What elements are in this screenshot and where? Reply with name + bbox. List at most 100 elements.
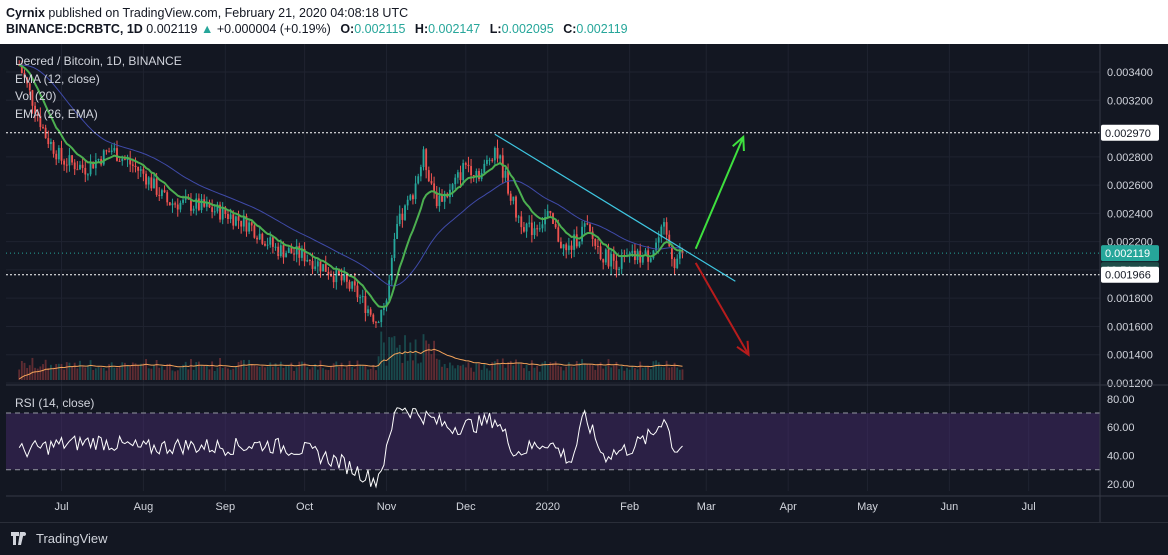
- volume-bar: [401, 362, 404, 380]
- candle-body: [488, 159, 491, 161]
- candle-body: [332, 276, 335, 283]
- volume-bar: [425, 340, 428, 380]
- volume-bar: [414, 339, 417, 380]
- candle-body: [316, 261, 319, 267]
- candle-body: [504, 170, 507, 178]
- candle-body: [234, 216, 237, 226]
- chart-legend: Decred / Bitcoin, 1D, BINANCE EMA (12, c…: [15, 53, 182, 123]
- volume-bar: [557, 365, 560, 380]
- candle-body: [195, 198, 198, 209]
- volume-bar: [573, 367, 576, 380]
- candle-body: [554, 223, 557, 228]
- volume-bar: [71, 366, 73, 380]
- candle-body: [110, 150, 113, 152]
- candle-body: [443, 193, 446, 202]
- volume-bar: [274, 363, 277, 380]
- candle-body: [277, 246, 280, 257]
- volume-bar: [63, 369, 66, 380]
- volume-bar: [417, 363, 420, 380]
- volume-bar: [47, 367, 50, 380]
- candle-body: [279, 245, 282, 257]
- x-tick-label: Oct: [296, 501, 313, 513]
- volume-bar: [224, 367, 227, 380]
- projection-arrows[interactable]: [694, 134, 750, 357]
- candle-body: [483, 163, 486, 174]
- candle-body: [271, 237, 274, 247]
- candle-body: [92, 161, 95, 169]
- candle-body: [361, 296, 364, 298]
- volume-bar: [39, 366, 42, 380]
- legend-rsi[interactable]: RSI (14, close): [15, 396, 95, 410]
- volume-bar: [42, 364, 44, 380]
- candle-body: [192, 208, 195, 211]
- candle-body: [44, 127, 47, 139]
- volume-bar: [430, 354, 433, 380]
- volume-bar: [73, 362, 76, 380]
- volume-bar: [174, 371, 177, 380]
- candle-body: [298, 245, 301, 258]
- legend-ema26[interactable]: EMA (26, EMA): [15, 106, 98, 121]
- volume-bar: [515, 359, 517, 380]
- volume-bar: [530, 360, 533, 380]
- volume-bar: [250, 364, 253, 380]
- volume-bar: [227, 368, 229, 380]
- volume-bar: [335, 361, 338, 380]
- volume-bar: [451, 365, 454, 380]
- volume-bar: [34, 367, 36, 380]
- legend-title[interactable]: Decred / Bitcoin, 1D, BINANCE: [15, 54, 182, 68]
- candle-body: [139, 169, 142, 171]
- volume-bar: [237, 362, 240, 380]
- volume-bar: [221, 368, 224, 380]
- candle-body: [184, 197, 187, 200]
- candle-body: [94, 160, 97, 169]
- candle-body: [464, 163, 467, 165]
- rsi-pane[interactable]: 20.00 40.00 60.00 80.00: [6, 394, 1135, 491]
- chart-area[interactable]: 20.00 40.00 60.00 80.00 Jul Aug Sep Oct Nov Dec 2…: [0, 44, 1168, 522]
- volume-bar: [150, 368, 153, 380]
- volume-bar: [676, 367, 679, 380]
- volume-bar: [316, 369, 319, 380]
- chart-svg[interactable]: 20.00 40.00 60.00 80.00 Jul Aug Sep Oct Nov Dec 2…: [0, 44, 1168, 522]
- candle-body: [86, 174, 89, 176]
- candle-body: [36, 113, 39, 116]
- candle-body: [65, 164, 68, 166]
- candle-body: [293, 253, 295, 255]
- volume-bar: [330, 366, 332, 380]
- legend-ema12[interactable]: EMA (12, close): [15, 71, 100, 86]
- candle-body: [422, 149, 425, 168]
- volume-bar: [412, 360, 414, 380]
- candle-body: [509, 193, 512, 201]
- candle-body: [322, 264, 325, 272]
- volume-bar: [478, 363, 480, 380]
- candle-body: [472, 175, 475, 177]
- candle-body: [176, 204, 179, 210]
- candle-body: [123, 158, 126, 160]
- candle-body: [200, 199, 203, 211]
- candle-body: [20, 65, 23, 73]
- candle-body: [145, 173, 147, 185]
- candle-body: [382, 307, 385, 311]
- candle-body: [575, 234, 578, 247]
- volume-bar: [523, 368, 525, 380]
- volume-bar: [673, 362, 676, 380]
- y-tick-label: 0.001600: [1107, 321, 1153, 333]
- volume-bar: [560, 366, 562, 380]
- volume-bar: [504, 367, 507, 380]
- volume-bar: [438, 359, 441, 380]
- candle-body: [578, 241, 581, 247]
- candle-body: [150, 177, 153, 189]
- volume-bar: [319, 360, 322, 380]
- candle-body: [23, 72, 26, 78]
- legend-volume[interactable]: Vol (20): [15, 89, 57, 103]
- candle-body: [567, 245, 570, 251]
- tradingview-logo[interactable]: TradingView: [10, 530, 108, 546]
- volume-bar: [427, 343, 430, 380]
- close-value: 0.002119: [576, 22, 628, 36]
- candle-body: [134, 165, 137, 168]
- candle-body: [160, 190, 163, 196]
- candle-body: [425, 149, 428, 171]
- trendline[interactable]: [494, 133, 736, 282]
- author-name[interactable]: Cyrnix: [6, 6, 45, 20]
- y-tick-label: 0.002800: [1107, 152, 1153, 164]
- volume-bar: [261, 365, 264, 380]
